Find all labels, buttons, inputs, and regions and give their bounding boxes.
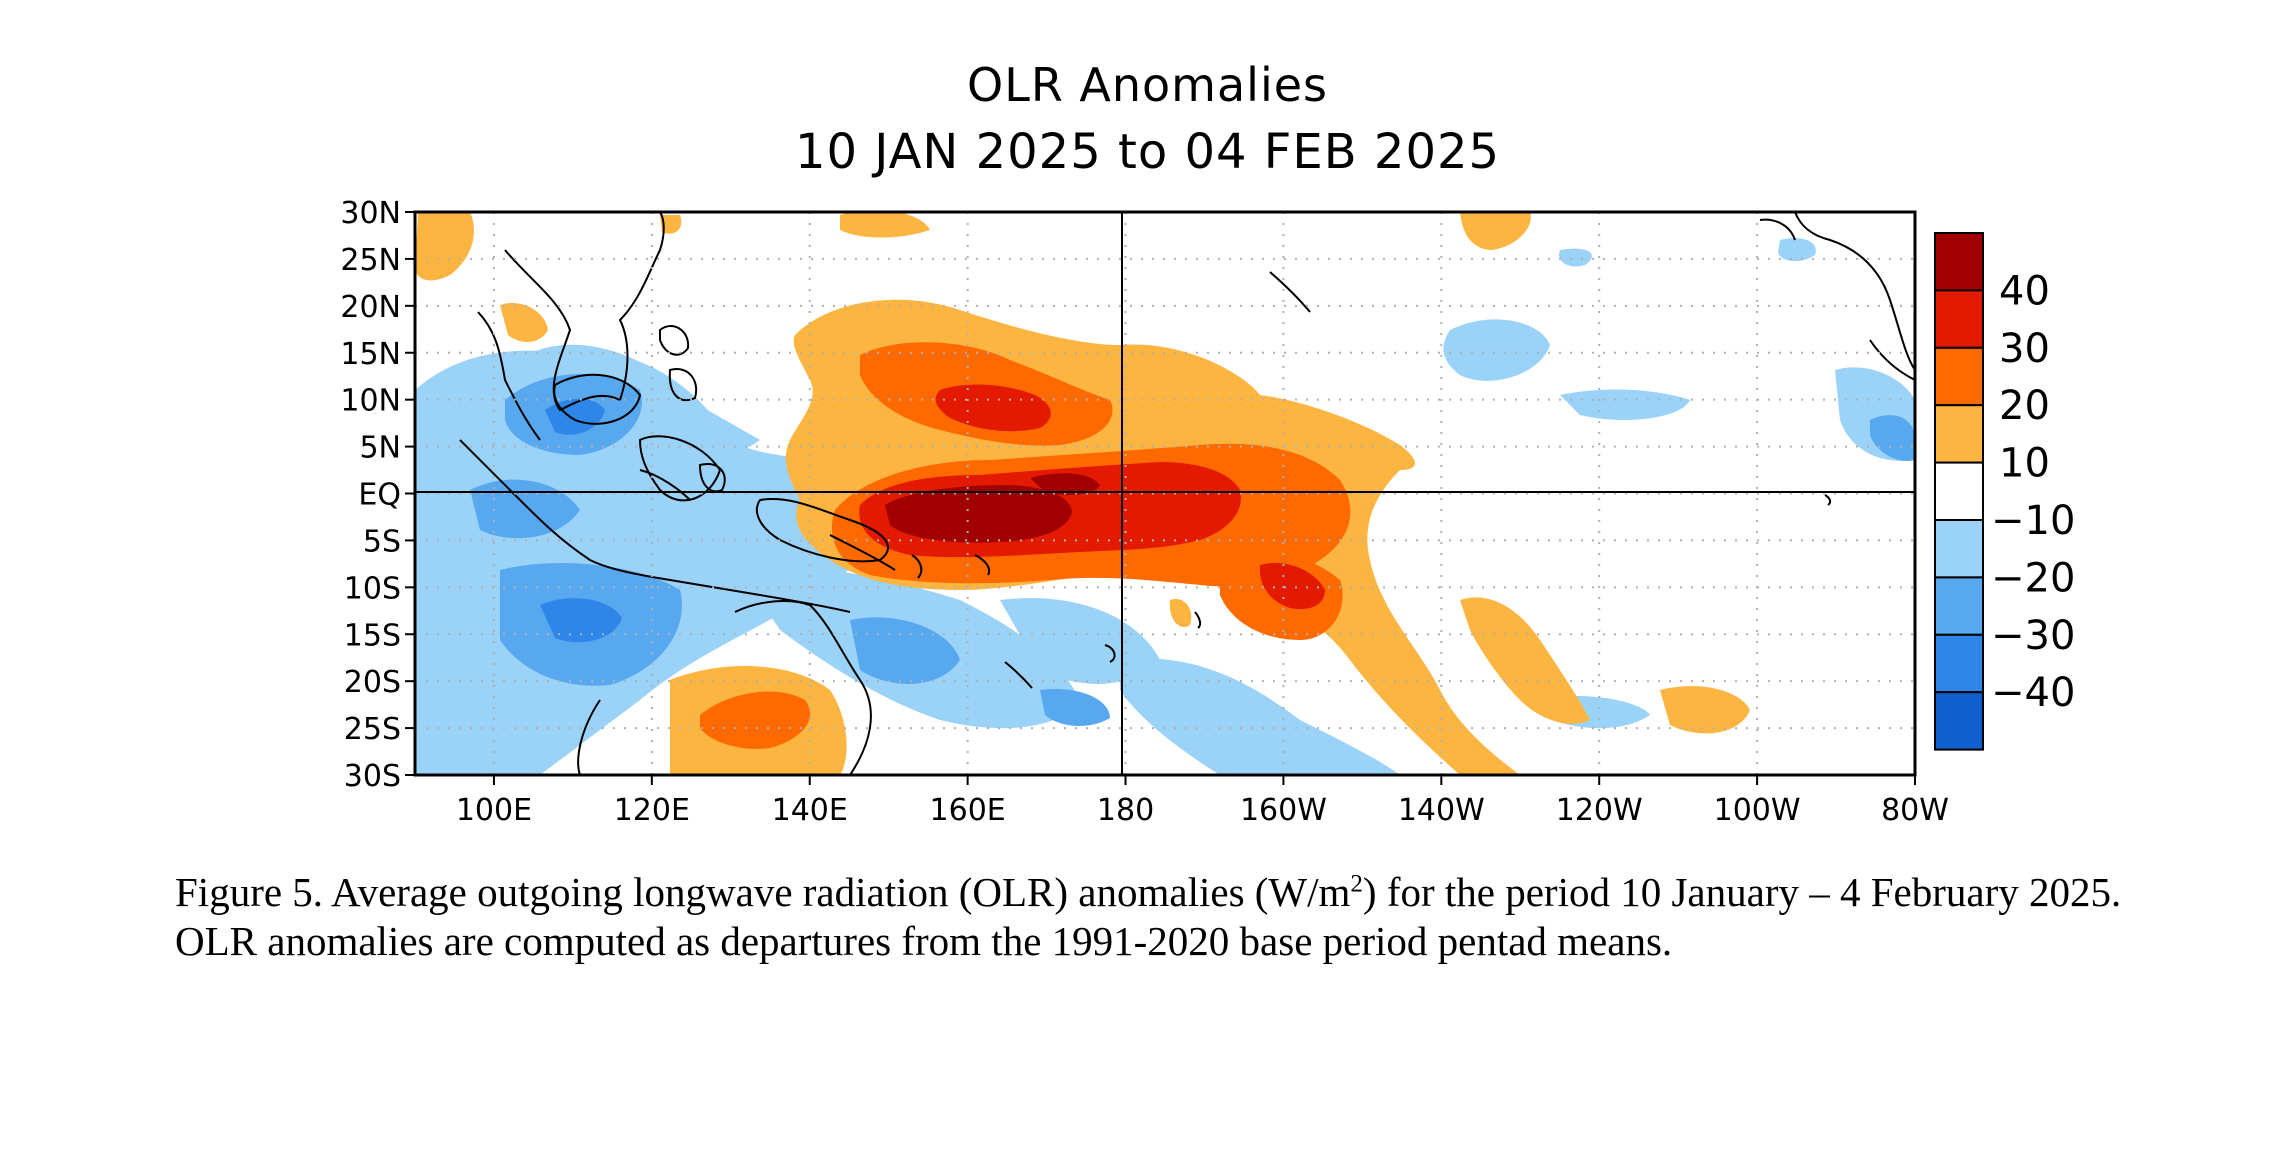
y-tick-label: 20S: [344, 665, 401, 700]
figure-caption: Figure 5. Average outgoing longwave radi…: [175, 868, 2155, 966]
caption-text-1: Figure 5. Average outgoing longwave radi…: [175, 869, 1351, 915]
colorbar-segment: [1934, 461, 1984, 522]
y-tick-label: 15N: [340, 337, 401, 372]
colorbar-segment: [1934, 519, 1984, 579]
caption-text-2: ) for the period 10 January – 4 February…: [175, 869, 2122, 964]
colorbar-segment: [1934, 576, 1984, 636]
colorbar-label: −20: [1991, 555, 2075, 601]
grid-lines: [415, 212, 1915, 775]
colorbar-segment: [1934, 289, 1984, 349]
x-tick-label: 160W: [1240, 793, 1327, 828]
x-tick-label: 100W: [1714, 793, 1801, 828]
y-tick-label: 20N: [340, 290, 401, 325]
x-axis-ticks: 100E 120E 140E 160E 180 160W 140W 120W 100W 80W: [456, 775, 1949, 828]
x-tick-label: 160E: [930, 793, 1006, 828]
x-tick-label: 80W: [1881, 793, 1949, 828]
x-tick-label: 140W: [1398, 793, 1485, 828]
colorbar-label: 30: [1999, 326, 2050, 372]
y-tick-label: 30S: [344, 759, 401, 794]
y-tick-label: 15S: [344, 618, 401, 653]
colorbar-label: 10: [1999, 441, 2050, 487]
x-tick-label: 140E: [772, 793, 848, 828]
colorbar-segment: [1934, 633, 1984, 694]
y-tick-label: 5N: [359, 431, 401, 466]
y-tick-label: 30N: [340, 196, 401, 231]
map-title-line2: 10 JAN 2025 to 04 FEB 2025: [794, 124, 1501, 180]
x-tick-label: 180: [1097, 793, 1154, 828]
colorbar-segment: [1934, 346, 1984, 407]
colorbar-segment: [1934, 232, 1984, 292]
colorbar-label: −10: [1991, 498, 2075, 544]
y-tick-label: 25S: [344, 712, 401, 747]
y-tick-label: 25N: [340, 243, 401, 278]
colorbar-segment: [1934, 404, 1984, 464]
x-tick-label: 100E: [456, 793, 532, 828]
colorbar-label: 20: [1999, 383, 2050, 429]
y-tick-label: 5S: [363, 524, 401, 559]
colorbar-label: −30: [1991, 613, 2075, 659]
coastlines: [459, 212, 1915, 775]
y-tick-label: EQ: [358, 478, 401, 513]
caption-superscript: 2: [1350, 870, 1363, 898]
map-plot-area: [415, 212, 1915, 775]
y-tick-label: 10N: [340, 384, 401, 419]
positive-anomaly-40-regions: [885, 473, 1100, 543]
x-tick-label: 120E: [614, 793, 690, 828]
colorbar-segment: [1934, 691, 1984, 751]
x-tick-label: 120W: [1556, 793, 1643, 828]
colorbar-label: 40: [1999, 268, 2050, 314]
y-axis-ticks: 30N 25N 20N 15N 10N 5N EQ 5S 10S 15S 20S 25S 30S: [340, 196, 415, 794]
map-title-line1: OLR Anomalies: [966, 58, 1328, 112]
colorbar: 40 30 20 10 −10 −20 −30 −40: [1934, 232, 2075, 751]
colorbar-label: −40: [1991, 670, 2075, 716]
y-tick-label: 10S: [344, 571, 401, 606]
